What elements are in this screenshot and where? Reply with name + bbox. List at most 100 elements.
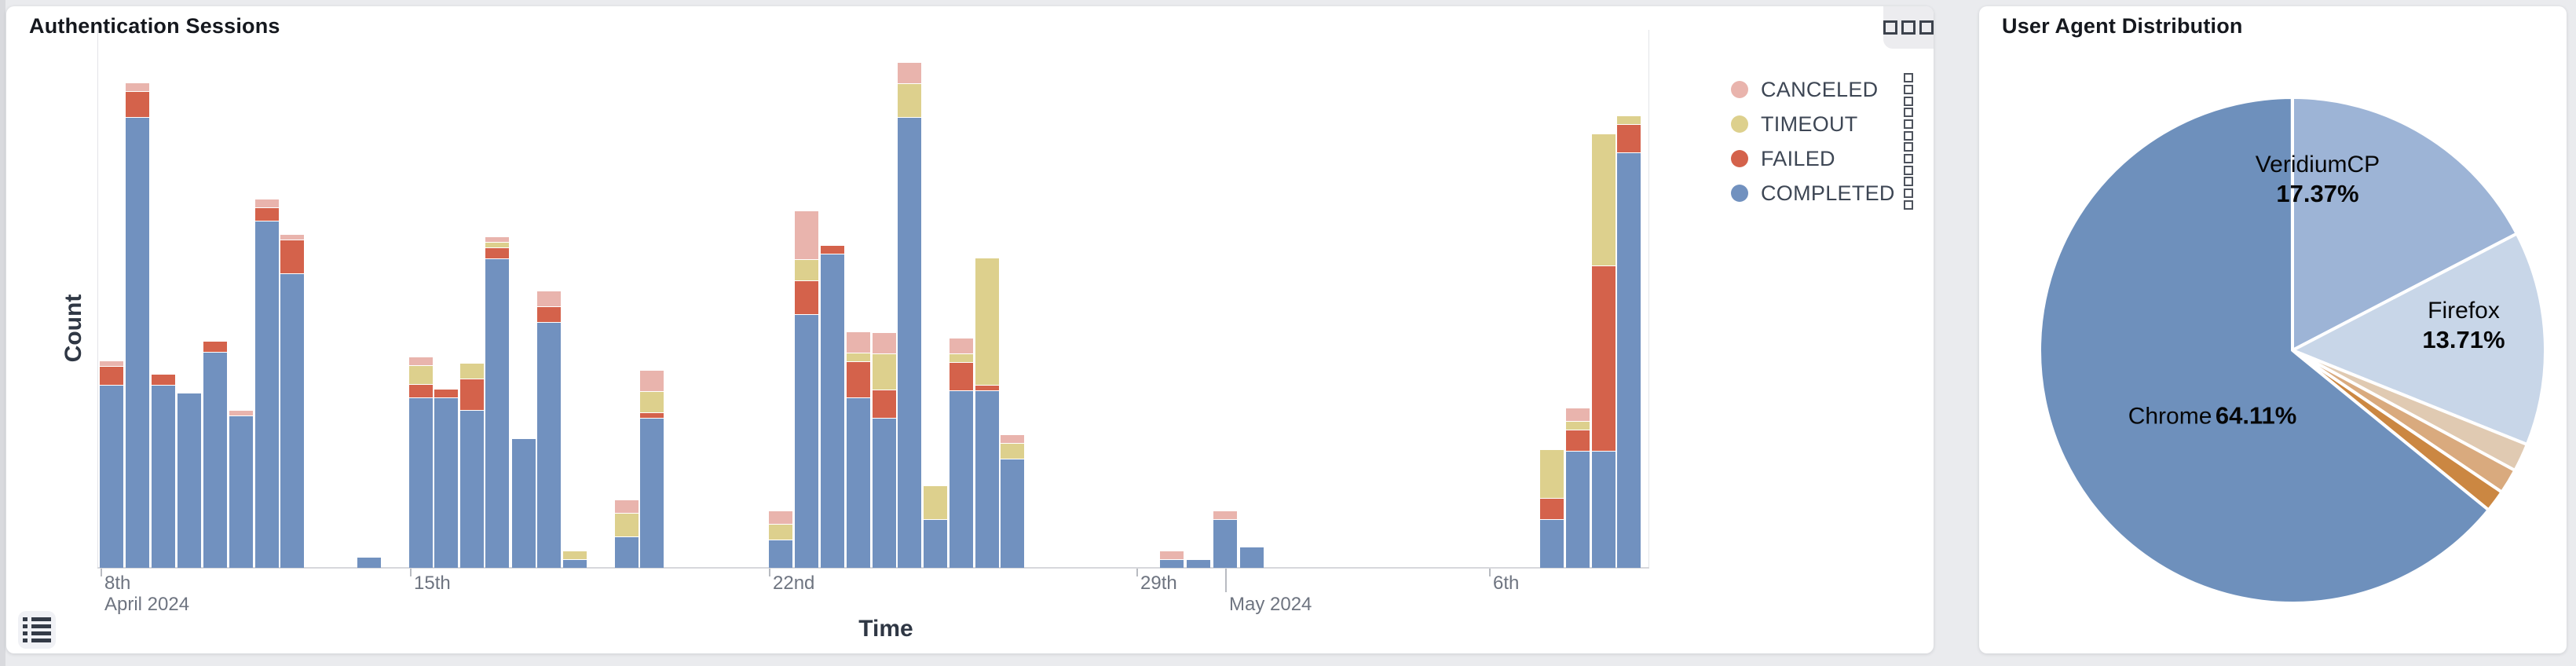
stacked-bar[interactable] — [898, 63, 921, 568]
y-axis-title: Count — [60, 294, 86, 363]
x-axis-tick — [1136, 569, 1138, 576]
x-tick-month-label: May 2024 — [1229, 594, 1312, 615]
stacked-bar[interactable] — [255, 199, 279, 568]
stacked-bar[interactable] — [485, 237, 509, 568]
bar-segment-timeout — [924, 486, 947, 519]
stacked-bar[interactable] — [769, 511, 792, 568]
stacked-bar[interactable] — [1160, 551, 1184, 568]
bar-segment-canceled — [847, 332, 870, 353]
bar-segment-completed — [1160, 560, 1184, 568]
legend-drag-handle-icon[interactable] — [1904, 108, 1913, 141]
legend-drag-handle-icon[interactable] — [1904, 73, 1913, 106]
bar-segment-canceled — [255, 199, 279, 207]
pie-slice-firefox[interactable] — [2291, 232, 2547, 447]
pie-panel-title: User Agent Distribution — [2002, 14, 2243, 38]
pie-slice-chrome[interactable] — [2038, 96, 2490, 605]
stacked-bar[interactable] — [615, 500, 639, 568]
bar-segment-completed — [434, 398, 458, 568]
bar-segment-failed — [126, 92, 149, 117]
stacked-bar[interactable] — [1592, 134, 1615, 568]
bar-segment-timeout — [950, 354, 973, 362]
stacked-bar[interactable] — [280, 235, 304, 568]
bar-segment-completed — [537, 323, 561, 568]
stacked-bar[interactable] — [1617, 116, 1641, 568]
legend-item-completed[interactable]: COMPLETED — [1731, 176, 1913, 210]
bar-segment-completed — [795, 315, 818, 568]
bar-segment-failed — [409, 385, 433, 397]
chart-legend: CANCELED TIMEOUT FAILED COMPLETED — [1731, 72, 1913, 210]
bar-segment-completed — [924, 520, 947, 568]
stacked-bar[interactable] — [177, 393, 201, 568]
bar-segment-canceled — [1001, 435, 1024, 443]
legend-drag-handle-icon[interactable] — [1904, 177, 1913, 210]
stacked-bar[interactable] — [512, 439, 536, 568]
bar-segment-completed — [1001, 459, 1024, 568]
bar-segment-completed — [950, 391, 973, 568]
bar-segment-completed — [873, 419, 896, 568]
stacked-bar[interactable] — [152, 375, 175, 568]
stacked-bar[interactable] — [640, 371, 664, 568]
bar-segment-completed — [769, 540, 792, 568]
x-axis-tick — [1225, 569, 1227, 592]
stacked-bar[interactable] — [563, 551, 587, 568]
stacked-bar[interactable] — [950, 338, 973, 568]
legend-item-label: COMPLETED — [1761, 181, 1895, 205]
x-tick-month-label: April 2024 — [104, 594, 190, 615]
grid-menu-icon — [1901, 20, 1916, 35]
bar-segment-timeout — [1566, 422, 1590, 430]
bar-segment-completed — [152, 386, 175, 568]
bar-segment-completed — [563, 560, 587, 568]
stacked-bar[interactable] — [357, 558, 381, 568]
bar-segment-failed — [1592, 266, 1615, 451]
stacked-bar[interactable] — [975, 258, 999, 568]
stacked-bar[interactable] — [795, 211, 818, 568]
bar-segment-completed — [1540, 520, 1564, 568]
bar-segment-timeout — [485, 243, 509, 247]
stacked-bar[interactable] — [100, 361, 123, 568]
bar-segment-completed — [229, 416, 253, 568]
bar-segment-completed — [1566, 452, 1590, 568]
panel-menu-button[interactable] — [1883, 6, 1934, 49]
bar-segment-completed — [898, 118, 921, 568]
stacked-bar[interactable] — [203, 342, 227, 568]
stacked-bar[interactable] — [126, 83, 149, 568]
bar-segment-completed — [357, 558, 381, 568]
bar-segment-completed — [615, 537, 639, 568]
legend-item-label: TIMEOUT — [1761, 112, 1858, 136]
bar-segment-canceled — [950, 338, 973, 353]
stacked-bar[interactable] — [873, 333, 896, 568]
legend-item-timeout[interactable]: TIMEOUT — [1731, 107, 1913, 141]
legend-drag-handle-icon[interactable] — [1904, 142, 1913, 175]
bar-segment-failed — [821, 246, 844, 254]
stacked-bar[interactable] — [1187, 560, 1210, 568]
stacked-bar[interactable] — [1213, 511, 1237, 568]
bar-segment-timeout — [615, 514, 639, 536]
legend-item-failed[interactable]: FAILED — [1731, 141, 1913, 176]
bar-segment-completed — [1617, 153, 1641, 568]
pie-slice-label-firefox: Firefox 13.71% — [2422, 298, 2505, 353]
legend-item-canceled[interactable]: CANCELED — [1731, 72, 1913, 107]
stacked-bar[interactable] — [1001, 435, 1024, 568]
bar-segment-completed — [485, 259, 509, 568]
stacked-bar[interactable] — [229, 411, 253, 568]
stacked-bar[interactable] — [1566, 408, 1590, 568]
stacked-bar[interactable] — [1540, 450, 1564, 568]
stacked-bar[interactable] — [434, 390, 458, 568]
bar-segment-timeout — [898, 84, 921, 117]
legend-toggle-button[interactable] — [18, 611, 56, 649]
stacked-bar[interactable] — [924, 486, 947, 568]
stacked-bar[interactable] — [1240, 547, 1264, 568]
bar-segment-failed — [847, 362, 870, 397]
stacked-bar[interactable] — [847, 332, 870, 568]
bar-segment-completed — [100, 386, 123, 568]
stacked-bar[interactable] — [537, 291, 561, 568]
stacked-bar[interactable] — [460, 364, 484, 568]
pie-slice-veridiumcp[interactable] — [2291, 96, 2519, 352]
stacked-bar[interactable] — [821, 246, 844, 568]
bar-segment-canceled — [898, 63, 921, 83]
bar-segment-timeout — [1592, 134, 1615, 265]
user-agent-panel: User Agent Distribution VeridiumCP 17.37%… — [1979, 6, 2567, 653]
bar-segment-canceled — [537, 291, 561, 306]
x-tick-label: 29th — [1140, 573, 1177, 594]
stacked-bar[interactable] — [409, 357, 433, 568]
